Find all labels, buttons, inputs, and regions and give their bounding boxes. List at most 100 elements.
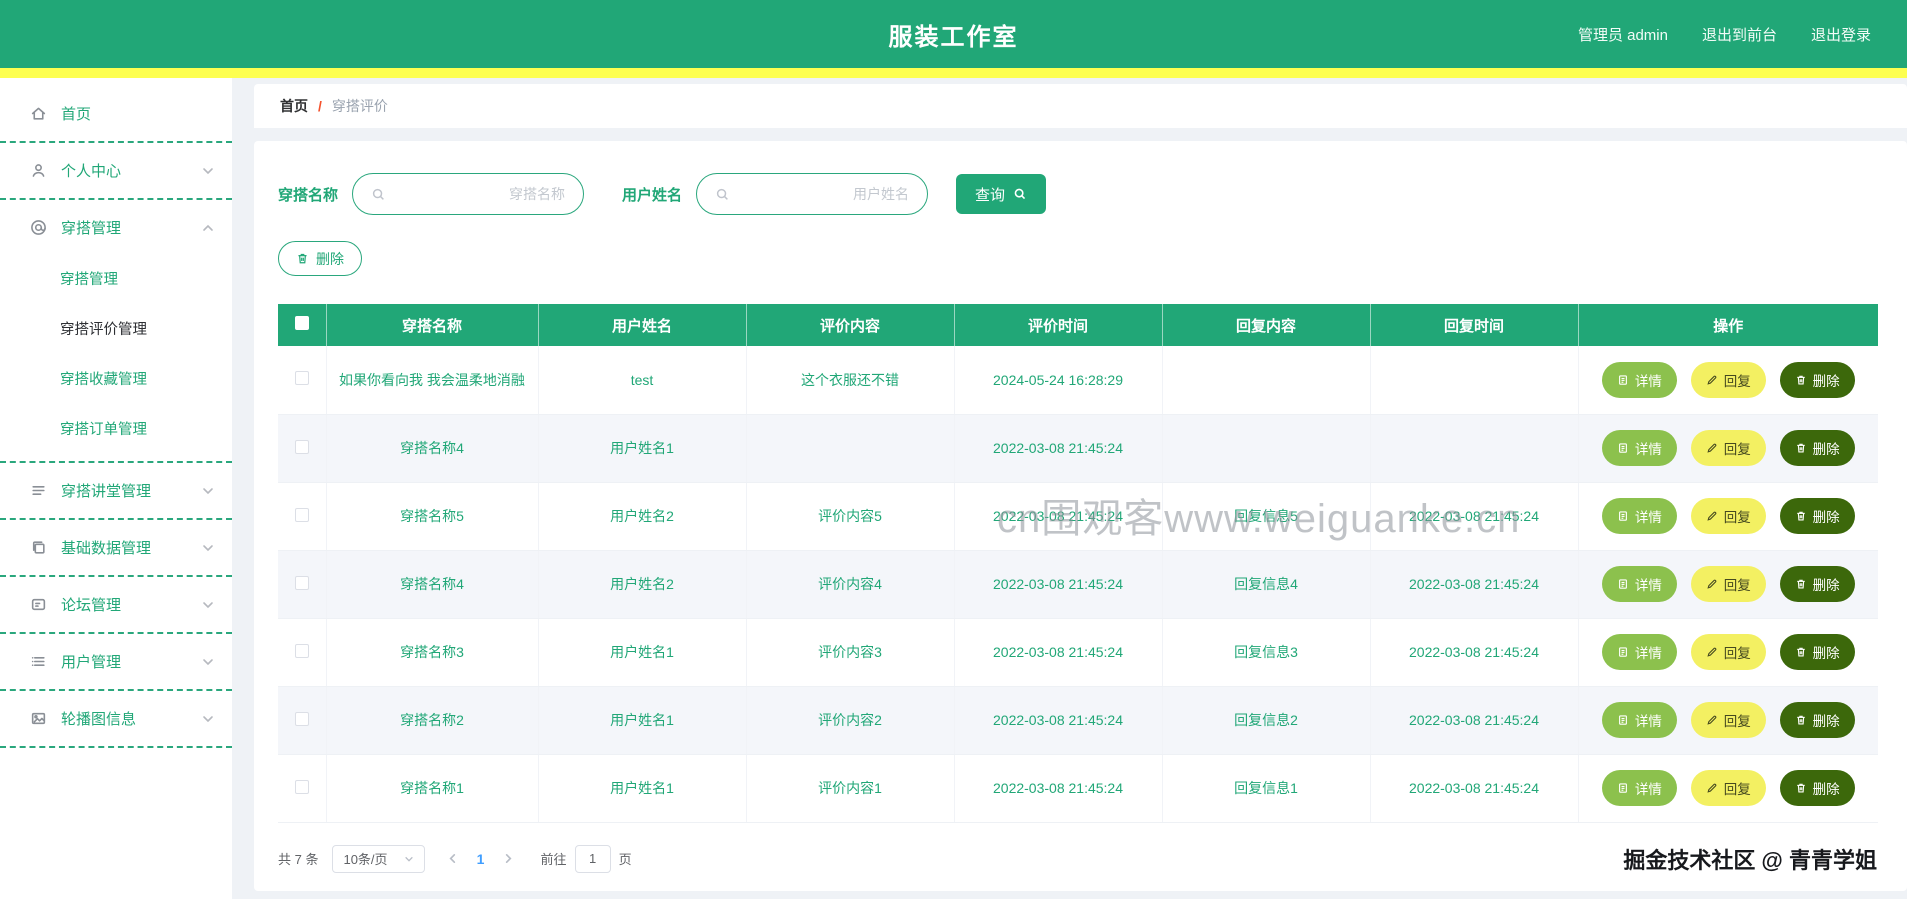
table-row: 穿搭名称5 用户姓名2 评价内容5 2022-03-08 21:45:24 回复…: [278, 482, 1878, 551]
detail-button[interactable]: 详情: [1601, 702, 1677, 738]
row-checkbox[interactable]: [294, 507, 309, 522]
cell-review-content: [746, 414, 955, 483]
cell-user-name: 用户姓名1: [538, 686, 747, 755]
detail-button[interactable]: 详情: [1601, 634, 1677, 670]
detail-button[interactable]: 详情: [1601, 430, 1677, 466]
detail-button[interactable]: 详情: [1601, 361, 1677, 398]
copy-icon: [30, 539, 47, 556]
sidebar-subitem-outfit-order-management[interactable]: 穿搭订单管理: [60, 422, 147, 438]
yellow-accent-bar: [0, 68, 1907, 78]
delete-button[interactable]: 删除: [1779, 770, 1855, 806]
reply-button[interactable]: 回复: [1690, 770, 1766, 806]
cell-outfit-name: 穿搭名称4: [326, 414, 539, 483]
row-checkbox[interactable]: [294, 371, 309, 386]
row-checkbox[interactable]: [294, 643, 309, 658]
chevron-down-icon: [202, 485, 214, 497]
row-checkbox[interactable]: [294, 439, 309, 454]
cell-reply-content: 回复信息4: [1162, 550, 1371, 619]
page-number-current[interactable]: 1: [476, 850, 485, 867]
query-button[interactable]: 查询: [956, 174, 1047, 214]
sidebar-subitem-outfit-favorite-management[interactable]: 穿搭收藏管理: [60, 372, 147, 388]
detail-button[interactable]: 详情: [1601, 498, 1677, 534]
sidebar-item-base-data-management[interactable]: 基础数据管理: [0, 520, 232, 575]
reply-button[interactable]: 回复: [1690, 430, 1766, 466]
row-checkbox[interactable]: [294, 575, 309, 590]
chevron-up-icon: [202, 222, 214, 234]
delete-button[interactable]: 删除: [1779, 361, 1855, 398]
delete-button[interactable]: 删除: [1779, 430, 1855, 466]
detail-button[interactable]: 详情: [1601, 566, 1677, 602]
delete-button[interactable]: 删除: [1779, 566, 1855, 602]
reply-button[interactable]: 回复: [1690, 361, 1766, 398]
exit-to-front-link[interactable]: 退出到前台: [1701, 26, 1777, 44]
sidebar-item-personal-center[interactable]: 个人中心: [0, 143, 232, 198]
sidebar-item-label: 穿搭讲堂管理: [61, 483, 152, 500]
document-icon: [1618, 511, 1627, 521]
content-card: 穿搭名称 用户姓名 查询: [254, 141, 1907, 891]
document-icon: [1618, 579, 1627, 589]
cell-outfit-name: 如果你看向我 我会温柔地消融: [326, 346, 539, 415]
sidebar-item-label: 首页: [61, 106, 92, 123]
cell-review-content: 这个衣服还不错: [746, 346, 955, 415]
goto-page-input[interactable]: [574, 844, 611, 873]
sidebar-subitem-outfit-management[interactable]: 穿搭管理: [60, 272, 118, 288]
reply-button-label: 回复: [1723, 782, 1751, 797]
cell-outfit-name: 穿搭名称1: [326, 754, 539, 823]
detail-button[interactable]: 详情: [1601, 770, 1677, 806]
row-checkbox[interactable]: [294, 779, 309, 794]
delete-button-label: 删除: [1812, 510, 1840, 525]
sidebar-item-carousel-info[interactable]: 轮播图信息: [0, 691, 232, 746]
document-icon: [1618, 715, 1627, 725]
delete-button[interactable]: 删除: [1779, 702, 1855, 738]
reply-button-label: 回复: [1723, 578, 1751, 593]
sidebar-subitem-outfit-review-management[interactable]: 穿搭评价管理: [60, 322, 147, 338]
at-icon: [30, 219, 47, 236]
page-size-select[interactable]: 10条/页: [332, 844, 425, 873]
pencil-icon: [1707, 579, 1717, 589]
chevron-down-icon: [202, 713, 214, 725]
chevron-down-icon: [404, 856, 413, 862]
logout-link[interactable]: 退出登录: [1810, 26, 1871, 44]
sidebar-item-forum-management[interactable]: 论坛管理: [0, 577, 232, 632]
sidebar-item-user-management[interactable]: 用户管理: [0, 634, 232, 689]
trash-icon: [1796, 375, 1805, 385]
outfit-management-submenu: 穿搭管理 穿搭评价管理 穿搭收藏管理 穿搭订单管理: [0, 255, 232, 461]
cell-review-time: 2022-03-08 21:45:24: [954, 550, 1163, 619]
detail-button-label: 详情: [1634, 646, 1662, 661]
reply-button[interactable]: 回复: [1690, 566, 1766, 602]
cell-user-name: test: [538, 346, 747, 415]
outfit-name-input[interactable]: [386, 186, 566, 202]
reply-button[interactable]: 回复: [1690, 498, 1766, 534]
sidebar: 首页 个人中心 穿: [0, 78, 232, 899]
breadcrumb-separator: /: [318, 98, 322, 114]
cell-review-time: 2022-03-08 21:45:24: [954, 618, 1163, 687]
breadcrumb-home[interactable]: 首页: [280, 98, 308, 114]
prev-page-button[interactable]: [439, 845, 467, 873]
search-icon: [1014, 188, 1026, 200]
chevron-down-icon: [202, 599, 214, 611]
list-icon: [30, 482, 47, 499]
menu-icon: [30, 653, 47, 670]
cell-user-name: 用户姓名1: [538, 754, 747, 823]
col-header-user-name: 用户姓名: [538, 304, 747, 346]
select-all-checkbox[interactable]: [294, 316, 309, 330]
admin-user-link[interactable]: 管理员 admin: [1577, 26, 1668, 44]
reply-button[interactable]: 回复: [1690, 702, 1766, 738]
sidebar-item-label: 穿搭管理: [61, 220, 122, 237]
sidebar-item-outfit-management[interactable]: 穿搭管理: [0, 200, 232, 255]
next-page-button[interactable]: [495, 845, 523, 873]
row-checkbox[interactable]: [294, 711, 309, 726]
trash-icon: [1796, 783, 1805, 793]
carousel-icon: [30, 710, 47, 727]
delete-button[interactable]: 删除: [1779, 498, 1855, 534]
user-name-label: 用户姓名: [622, 186, 683, 204]
reply-button[interactable]: 回复: [1690, 634, 1766, 670]
batch-delete-button[interactable]: 删除: [278, 241, 362, 276]
chevron-left-icon: [449, 854, 456, 863]
sidebar-item-home[interactable]: 首页: [0, 86, 232, 141]
delete-button[interactable]: 删除: [1779, 634, 1855, 670]
user-name-input[interactable]: [730, 186, 910, 202]
cell-reply-time: 2022-03-08 21:45:24: [1370, 754, 1579, 823]
cell-review-content: 评价内容1: [746, 754, 955, 823]
sidebar-item-outfit-lecture-management[interactable]: 穿搭讲堂管理: [0, 463, 232, 518]
